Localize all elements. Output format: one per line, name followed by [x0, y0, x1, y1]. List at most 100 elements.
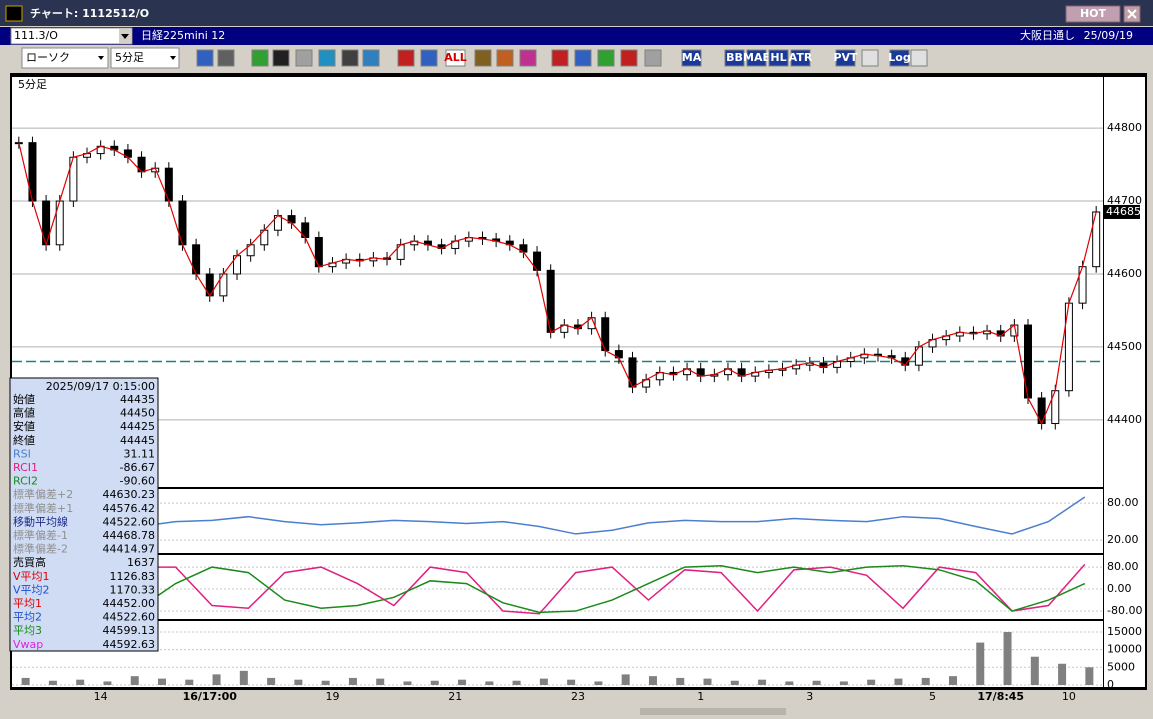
volume-bar: [567, 679, 576, 685]
volume-bar: [294, 679, 303, 685]
session: 大阪日通し: [1020, 28, 1075, 42]
info-label: 平均1: [13, 597, 42, 610]
tool-button[interactable]: [835, 49, 856, 67]
info-label: V平均1: [13, 570, 50, 583]
volume-bar: [976, 642, 985, 685]
tool-icon[interactable]: [362, 49, 380, 67]
interval-select[interactable]: [110, 47, 180, 69]
tool-icon[interactable]: [620, 49, 638, 67]
x-tick-label: 14: [94, 690, 108, 703]
x-tick-label: 5: [929, 690, 936, 703]
tool-icon[interactable]: [295, 49, 313, 67]
tool-button[interactable]: [681, 49, 702, 67]
tool-icon[interactable]: [474, 49, 492, 67]
info-value: 44468.78: [103, 529, 156, 542]
symbol-text: 111.3/O: [14, 29, 58, 42]
plot: 44800 44700 44600 44500 44400 14 16/17:00 19 21 2…: [12, 121, 1142, 703]
x-tick-label: 1: [697, 690, 704, 703]
tool-icon[interactable]: [341, 49, 359, 67]
tool-button-label: MAE: [743, 51, 770, 64]
volume-bar: [321, 680, 330, 685]
y-tick-label: 5000: [1107, 660, 1135, 673]
title-bar: [0, 0, 1153, 26]
tool-icon[interactable]: [861, 49, 879, 67]
info-value: 44450: [120, 407, 155, 420]
info-rows: 始値 44435 高値 44450 安値 44425 終値 44445 RSI 31.11 RCI1…: [13, 392, 155, 651]
info-label: 平均2: [13, 611, 42, 624]
date: 25/09/19: [1084, 29, 1133, 42]
price-axis: [1104, 77, 1145, 687]
volume-bar: [730, 680, 739, 685]
volume-bar: [785, 681, 794, 685]
volume-bar: [21, 677, 30, 685]
symbol-input[interactable]: [10, 27, 133, 45]
info-value: 44630.23: [103, 488, 156, 501]
tool-button[interactable]: [889, 49, 910, 67]
tool-icon[interactable]: [196, 49, 214, 67]
info-label: RCI1: [13, 461, 38, 474]
tool-icon[interactable]: [318, 49, 336, 67]
info-label: 終値: [13, 433, 35, 447]
info-value: 44452.00: [103, 597, 156, 610]
info-value: 1170.33: [110, 583, 156, 596]
info-label: 売買高: [13, 555, 46, 569]
tool-button-label: HL: [770, 51, 786, 64]
info-label: RCI2: [13, 475, 38, 488]
volume-bar: [376, 678, 385, 685]
tool-icon[interactable]: [551, 49, 569, 67]
tool-button[interactable]: [768, 49, 789, 67]
info-label: 標準偏差+2: [13, 487, 73, 501]
volume-bar: [921, 677, 930, 685]
drop-arrow: [98, 56, 104, 60]
tool-icon[interactable]: [496, 49, 514, 67]
volume-bar: [48, 680, 57, 685]
tool-button-label: ATR: [789, 51, 813, 64]
tool-icon[interactable]: [597, 49, 615, 67]
volume-bar: [894, 678, 903, 685]
volume-bar: [130, 676, 139, 685]
tool-icon[interactable]: [910, 49, 928, 67]
volume-bar: [621, 674, 630, 685]
y-tick-label: 0.00: [1107, 582, 1132, 595]
x-tick-label: 10: [1062, 690, 1076, 703]
volume-bar: [485, 681, 494, 685]
x-tick-label: 17/8:45: [977, 690, 1024, 703]
tool-button[interactable]: [790, 49, 811, 67]
chart-type-select[interactable]: [21, 47, 109, 69]
tool-icon[interactable]: [217, 49, 235, 67]
scrollbar[interactable]: [640, 708, 786, 715]
indicator-line: [29, 563, 1086, 615]
info-label: V平均2: [13, 583, 50, 596]
y-tick-label: 20.00: [1107, 533, 1139, 546]
volume-bar: [267, 677, 276, 685]
tool-button[interactable]: [746, 49, 767, 67]
tool-icon[interactable]: [574, 49, 592, 67]
close-icon: [1127, 9, 1137, 19]
tool-button[interactable]: [724, 49, 745, 67]
indicator-line: [30, 496, 1086, 535]
tool-icon[interactable]: [272, 49, 290, 67]
volume-bar: [430, 680, 439, 685]
x-tick-label: 3: [806, 690, 813, 703]
y-tick-label: 44700: [1107, 194, 1142, 207]
x-tick-label: 19: [325, 690, 339, 703]
last-price-badge: [1104, 204, 1140, 219]
info-label: 標準偏差-1: [13, 528, 68, 542]
hot-button[interactable]: [1065, 5, 1121, 23]
tool-button-label: BB: [726, 51, 743, 64]
tool-icon[interactable]: [644, 49, 662, 67]
info-value: -90.60: [120, 475, 155, 488]
info-label: 始値: [13, 392, 35, 406]
info-value: 44425: [120, 420, 155, 433]
drop-arrow: [170, 56, 176, 60]
volume-bar: [403, 681, 412, 685]
last-price-label: 44685: [1106, 205, 1141, 218]
tool-icon[interactable]: [397, 49, 415, 67]
info-value: 44435: [120, 393, 155, 406]
tool-icon[interactable]: [519, 49, 537, 67]
tool-icon[interactable]: [420, 49, 438, 67]
tool-button[interactable]: [445, 49, 466, 67]
volume-bar: [158, 678, 167, 685]
tool-icon[interactable]: [251, 49, 269, 67]
